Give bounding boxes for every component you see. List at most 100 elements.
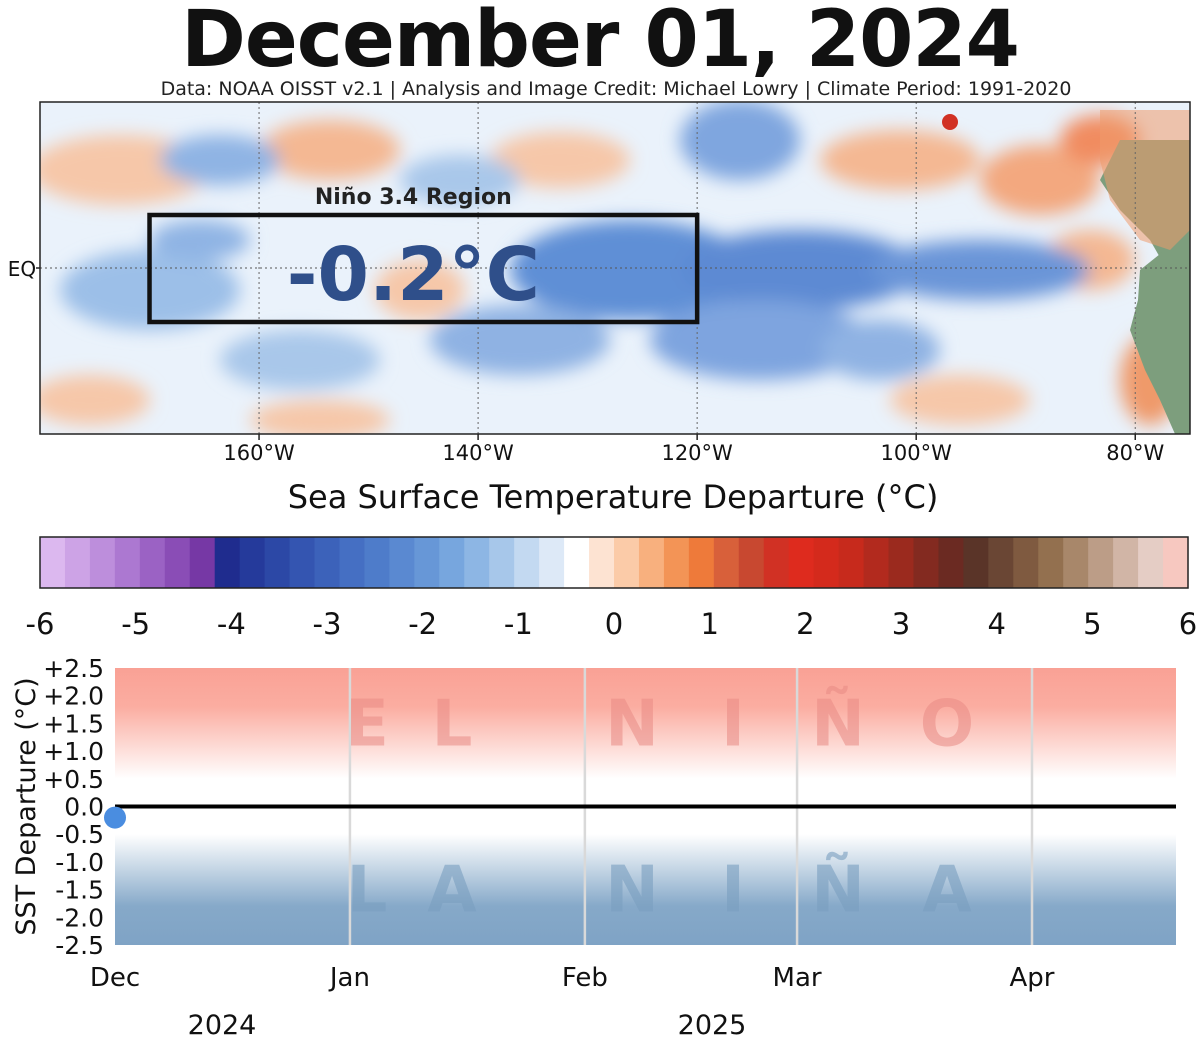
colorbar-cell bbox=[40, 537, 66, 588]
year-label: 2024 bbox=[188, 1010, 257, 1038]
enso-timeseries: E L N I Ñ OL A N I Ñ A +2.5+2.0+1.5+1.0+0.50.0-0.5… bbox=[11, 654, 1176, 1038]
year-labels: 2024 2025 bbox=[188, 1010, 747, 1038]
colorbar-cell bbox=[963, 537, 989, 588]
longitude-label: 80°W bbox=[1106, 441, 1164, 465]
y-tick-label: -2.5 bbox=[55, 931, 104, 960]
colorbar-cell bbox=[888, 537, 915, 588]
colorbar-cell bbox=[314, 537, 341, 588]
zone-letter: N bbox=[605, 854, 659, 928]
colorbar-cell bbox=[564, 537, 590, 588]
colorbar-cell bbox=[239, 537, 266, 588]
y-tick-label: +2.5 bbox=[43, 654, 104, 683]
month-label: Mar bbox=[773, 963, 822, 993]
month-label: Jan bbox=[328, 963, 370, 993]
y-tick-label: -2.0 bbox=[55, 903, 104, 932]
colorbar-cell bbox=[913, 537, 940, 588]
south-america-land bbox=[1130, 250, 1190, 434]
y-tick-label: +1.5 bbox=[43, 709, 104, 738]
colorbar-tick-label: -3 bbox=[313, 607, 342, 640]
y-tick-label: +0.5 bbox=[43, 765, 104, 794]
colorbar-cell bbox=[788, 537, 815, 588]
colorbar-tick-label: 0 bbox=[605, 607, 623, 640]
longitude-label: 160°W bbox=[223, 441, 295, 465]
colorbar-cell bbox=[1063, 537, 1089, 588]
zone-letter: L bbox=[432, 687, 473, 761]
colorbar-cell bbox=[614, 537, 640, 588]
colorbar-cell bbox=[938, 537, 964, 588]
colorbar-cell bbox=[589, 537, 615, 588]
colorbar-tick-label: 4 bbox=[987, 607, 1005, 640]
colorbar-cell bbox=[164, 537, 191, 588]
equator-label: EQ bbox=[8, 257, 36, 281]
colorbar-tick-label: -2 bbox=[408, 607, 437, 640]
zone-letters: E L N I Ñ OL A N I Ñ A bbox=[345, 685, 974, 927]
zone-letter: Ñ bbox=[811, 685, 865, 761]
colorbar-cell bbox=[189, 537, 216, 588]
year-label: 2025 bbox=[678, 1010, 747, 1038]
colorbar-cell bbox=[539, 537, 565, 588]
colorbar-cell bbox=[813, 537, 840, 588]
zone-letter: L bbox=[347, 854, 388, 928]
zone-letter: O bbox=[920, 687, 974, 761]
colorbar-cell bbox=[1088, 537, 1114, 588]
nino34-region-box bbox=[147, 212, 700, 325]
y-tick-label: -0.5 bbox=[55, 820, 104, 849]
colorbar-cell bbox=[663, 537, 690, 588]
y-tick-labels: +2.5+2.0+1.5+1.0+0.50.0-0.5-1.0-1.5-2.0-… bbox=[43, 654, 104, 960]
colorbar-cell bbox=[738, 537, 765, 588]
colorbar-cell bbox=[713, 537, 740, 588]
longitude-label: 100°W bbox=[881, 441, 953, 465]
colorbar-cell bbox=[1138, 537, 1164, 588]
y-tick-label: -1.0 bbox=[55, 848, 104, 877]
nino34-region-label: Niño 3.4 Region bbox=[315, 185, 512, 210]
colorbar-cells bbox=[40, 537, 1189, 588]
month-label: Dec bbox=[90, 963, 140, 993]
colorbar-cell bbox=[89, 537, 116, 588]
colorbar-cell bbox=[514, 537, 540, 588]
colorbar-cell bbox=[214, 537, 241, 588]
sst-anomaly-map: Niño 3.4 Region -0.2°C EQ 160°W 140°W 120°… bbox=[8, 101, 1191, 465]
month-labels: Dec Jan Feb Mar Apr bbox=[90, 963, 1055, 993]
colorbar-tick-labels: -6 -5 -4 -3 -2 -1 0 1 2 3 4 5 6 bbox=[26, 607, 1198, 640]
colorbar-cell bbox=[264, 537, 291, 588]
colorbar-cell bbox=[1113, 537, 1139, 588]
colorbar-cell bbox=[863, 537, 890, 588]
colorbar-tick-label: 5 bbox=[1083, 607, 1101, 640]
y-tick-label: -1.5 bbox=[55, 876, 104, 905]
colorbar-cell bbox=[988, 537, 1014, 588]
colorbar-cell bbox=[464, 537, 490, 588]
zone-letter: I bbox=[721, 687, 745, 761]
colorbar-cell bbox=[64, 537, 91, 588]
colorbar-cell bbox=[364, 537, 390, 588]
colorbar-tick-label: -4 bbox=[217, 607, 246, 640]
colorbar-cell bbox=[339, 537, 366, 588]
colorbar-cell bbox=[1163, 537, 1189, 588]
zone-letter: A bbox=[922, 854, 972, 928]
colorbar-cell bbox=[389, 537, 415, 588]
colorbar-cell bbox=[489, 537, 515, 588]
zone-letter: N bbox=[605, 687, 659, 761]
y-tick-label: +2.0 bbox=[43, 682, 104, 711]
colorbar-cell bbox=[1038, 537, 1064, 588]
colorbar-cell bbox=[638, 537, 665, 588]
nino34-value: -0.2°C bbox=[287, 232, 540, 318]
colorbar-cell bbox=[1013, 537, 1039, 588]
y-tick-label: 0.0 bbox=[64, 793, 104, 822]
colorbar-tick-label: 2 bbox=[796, 607, 814, 640]
zone-letter: Ñ bbox=[811, 852, 865, 928]
colorbar-tick-label: -6 bbox=[26, 607, 55, 640]
zone-letter: E bbox=[345, 687, 389, 761]
colorbar-cell bbox=[688, 537, 715, 588]
el-nino-zone bbox=[115, 668, 1176, 779]
colorbar-tick-label: 3 bbox=[892, 607, 910, 640]
zone-letter: I bbox=[721, 854, 745, 928]
y-axis-label: SST Departure (°C) bbox=[11, 677, 42, 935]
colorbar-cell bbox=[414, 537, 440, 588]
longitude-labels: 160°W 140°W 120°W 100°W 80°W bbox=[223, 441, 1164, 465]
month-label: Feb bbox=[562, 963, 608, 993]
longitude-label: 120°W bbox=[661, 441, 733, 465]
colorbar-tick-label: -1 bbox=[504, 607, 533, 640]
colorbar-cell bbox=[139, 537, 166, 588]
colorbar: -6 -5 -4 -3 -2 -1 0 1 2 3 4 5 6 bbox=[26, 536, 1198, 640]
longitude-label: 140°W bbox=[442, 441, 514, 465]
